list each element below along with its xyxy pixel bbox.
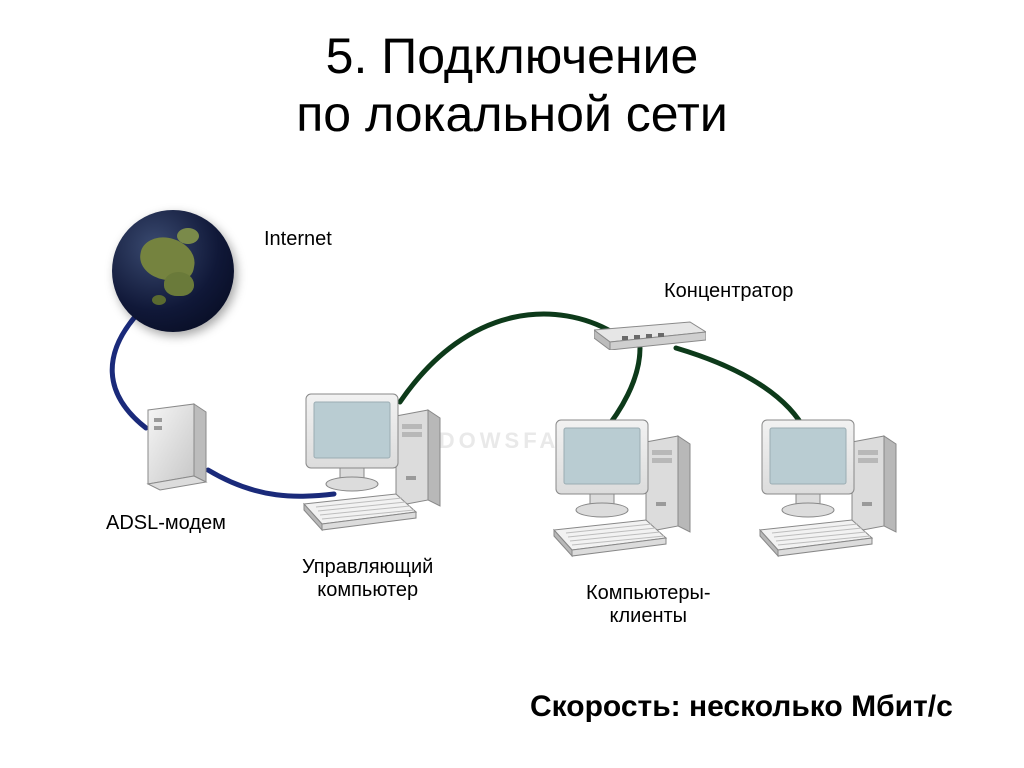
slide-title: 5. Подключение по локальной сети: [0, 28, 1024, 143]
title-line-2: по локальной сети: [296, 86, 728, 142]
label-managing-computer: Управляющий компьютер: [302, 556, 433, 602]
label-internet: Internet: [264, 228, 332, 251]
client-computer-1-icon: [550, 414, 700, 564]
internet-globe-icon: [112, 210, 234, 332]
hub-icon: [594, 316, 706, 350]
label-modem: ADSL-модем: [106, 512, 226, 535]
footer-speed: Скорость: несколько Мбит/с: [530, 690, 953, 724]
managing-computer-icon: [300, 388, 450, 538]
label-hub: Концентратор: [664, 280, 793, 303]
title-line-1: 5. Подключение: [326, 28, 699, 84]
client-computer-2-icon: [756, 414, 906, 564]
slide: 5. Подключение по локальной сети WINDOWS…: [0, 0, 1024, 768]
adsl-modem-icon: [140, 400, 212, 494]
label-client-computers: Компьютеры- клиенты: [586, 582, 711, 628]
